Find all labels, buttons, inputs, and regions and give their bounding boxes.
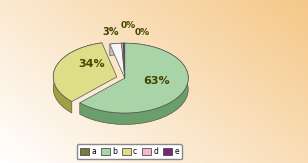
Polygon shape [80,43,188,125]
Text: 63%: 63% [143,76,170,86]
Polygon shape [110,43,122,56]
Polygon shape [122,43,125,78]
Text: 0%: 0% [135,28,150,37]
Text: 3%: 3% [103,27,119,37]
Polygon shape [123,43,125,78]
Polygon shape [110,43,125,78]
Text: 34%: 34% [78,59,105,69]
Polygon shape [53,43,117,102]
Polygon shape [122,43,123,55]
Legend: a, b, c, d, e: a, b, c, d, e [77,144,182,159]
Polygon shape [53,43,102,113]
Polygon shape [123,43,125,55]
Polygon shape [80,43,188,113]
Text: 0%: 0% [120,22,136,30]
